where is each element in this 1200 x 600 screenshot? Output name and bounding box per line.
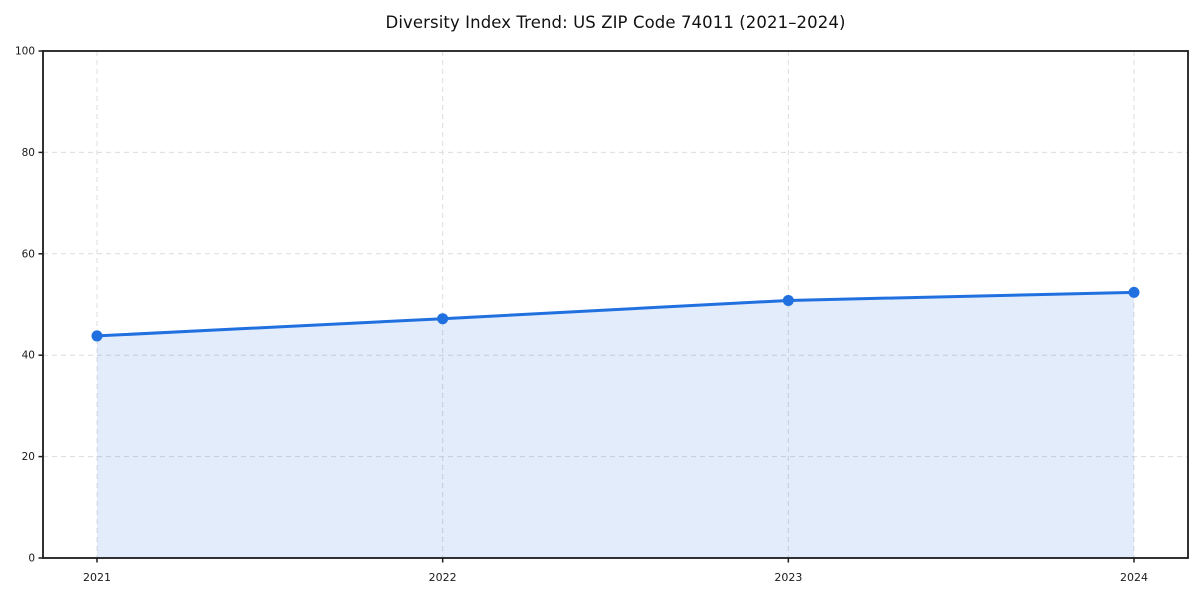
- data-point: [92, 330, 103, 341]
- x-tick-label: 2023: [774, 571, 802, 584]
- data-point: [1129, 287, 1140, 298]
- chart-figure: Diversity Index Trend: US ZIP Code 74011…: [0, 0, 1200, 600]
- x-tick-label: 2024: [1120, 571, 1148, 584]
- y-tick-label: 100: [15, 46, 35, 58]
- y-tick-label: 0: [28, 553, 35, 565]
- data-point: [783, 295, 794, 306]
- y-tick-label: 60: [22, 248, 35, 260]
- data-point: [437, 313, 448, 324]
- area-fill: [97, 292, 1134, 558]
- y-tick-label: 40: [22, 350, 35, 362]
- y-tick-label: 80: [22, 147, 35, 159]
- x-tick-label: 2022: [429, 571, 457, 584]
- y-tick-label: 20: [22, 451, 35, 463]
- x-tick-label: 2021: [83, 571, 111, 584]
- diversity-trend-line-chart: 0 20 40 60 80 100 2021 2022 2023 2024: [0, 0, 1200, 600]
